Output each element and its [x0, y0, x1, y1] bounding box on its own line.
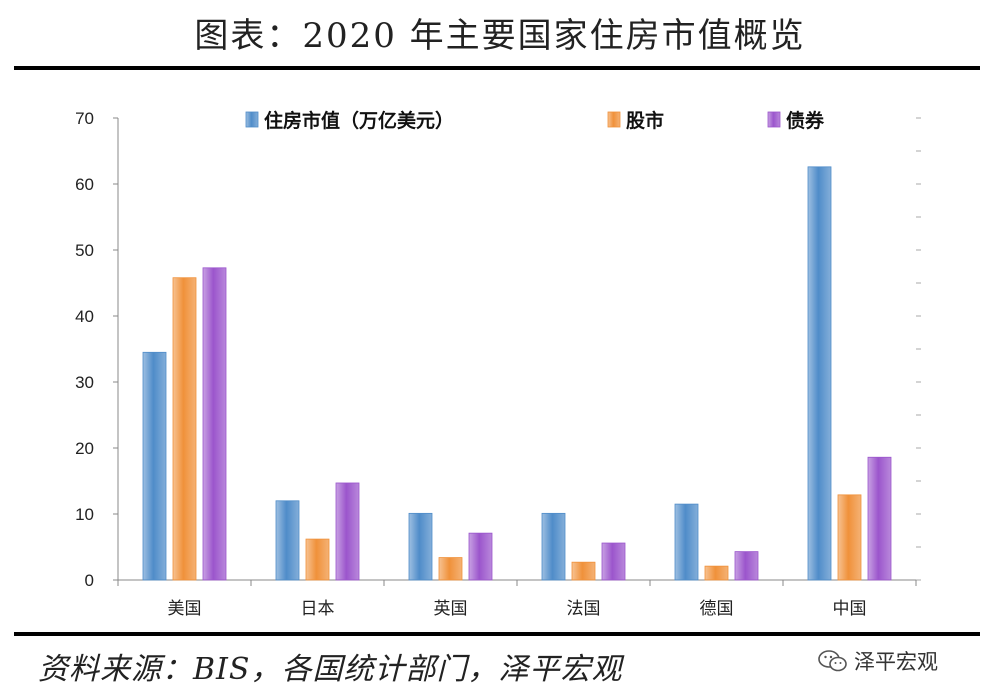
bar: [867, 456, 892, 581]
legend-swatch: [607, 111, 621, 128]
y-tick-label: 70: [75, 109, 94, 128]
bar: [275, 500, 300, 581]
bar: [541, 512, 566, 581]
y-tick-label: 50: [75, 241, 94, 260]
bar: [335, 482, 360, 581]
bar: [807, 166, 832, 581]
bar: [601, 542, 626, 581]
x-tick-label: 英国: [434, 599, 468, 619]
bar: [468, 532, 493, 581]
watermark: 泽平宏观: [818, 644, 938, 678]
bar: [734, 551, 759, 581]
bar-chart: 0 10 20 30 40 50 60 70 美国 日本 英国 法国 德国 中国 住房市值（万亿美元） 股市 债…: [75, 109, 921, 619]
x-tick-label: 中国: [833, 599, 867, 619]
legend-swatch: [767, 111, 781, 128]
bar: [438, 557, 463, 581]
bar: [202, 267, 227, 581]
bar: [571, 561, 596, 581]
top-rule: [14, 66, 980, 70]
y-tick-label: 10: [75, 505, 94, 524]
bottom-rule: [14, 632, 980, 636]
bar: [142, 351, 167, 581]
x-tick-label: 德国: [700, 599, 734, 619]
x-tick-label: 美国: [168, 599, 202, 619]
y-tick-label: 40: [75, 307, 94, 326]
source-note: 资料来源：BIS，各国统计部门，泽平宏观: [38, 652, 623, 687]
y-tick-label: 0: [85, 571, 94, 590]
y-tick-label: 20: [75, 439, 94, 458]
x-tick-label: 法国: [567, 599, 601, 619]
bar: [305, 538, 330, 581]
legend-swatch: [245, 111, 259, 128]
bar: [704, 565, 729, 581]
legend-label: 债券: [786, 109, 825, 132]
bar: [408, 512, 433, 581]
legend-label: 股市: [626, 109, 664, 132]
y-tick-label: 30: [75, 373, 94, 392]
chart-title: 图表：2020 年主要国家住房市值概览: [194, 16, 806, 56]
x-tick-label: 日本: [301, 599, 335, 619]
watermark-text: 泽平宏观: [854, 650, 938, 674]
legend-label: 住房市值（万亿美元）: [264, 109, 454, 132]
y-tick-label: 60: [75, 175, 94, 194]
wechat-icon: [818, 650, 847, 672]
bar: [172, 277, 197, 581]
bar: [837, 494, 862, 581]
bar: [674, 503, 699, 581]
